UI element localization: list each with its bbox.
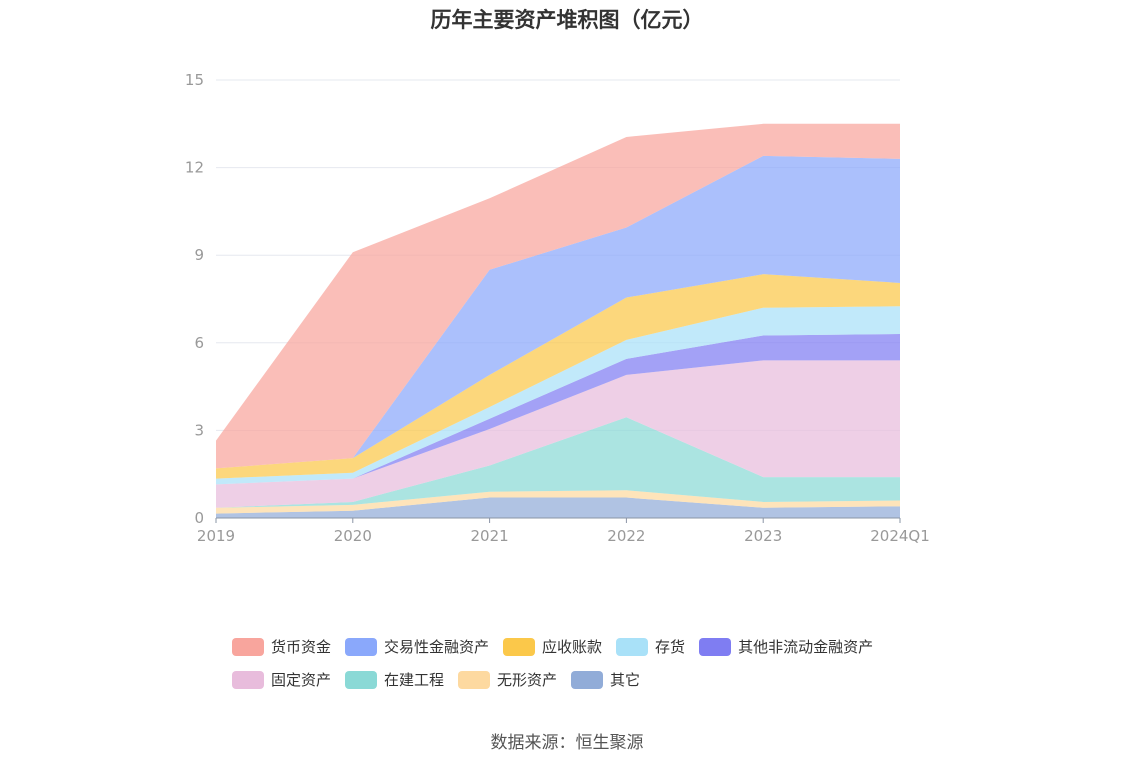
legend-item[interactable]: 无形资产 bbox=[458, 669, 557, 690]
legend-item[interactable]: 货币资金 bbox=[232, 636, 331, 657]
legend-label: 货币资金 bbox=[271, 638, 332, 656]
x-tick-label: 2019 bbox=[197, 527, 235, 545]
area-货币资金 bbox=[216, 123, 900, 469]
legend-item[interactable]: 交易性金融资产 bbox=[345, 636, 489, 657]
data-source: 数据来源：恒生聚源 bbox=[490, 733, 644, 753]
y-tick-label: 15 bbox=[185, 71, 204, 89]
y-tick-label: 0 bbox=[194, 509, 204, 527]
legend-item[interactable]: 固定资产 bbox=[232, 669, 331, 690]
y-tick-label: 6 bbox=[194, 334, 204, 352]
legend-label: 在建工程 bbox=[384, 671, 445, 689]
legend-swatch bbox=[345, 637, 378, 656]
legend-swatch bbox=[699, 637, 732, 656]
legend-item[interactable]: 其它 bbox=[571, 669, 640, 690]
legend-swatch bbox=[232, 637, 264, 656]
legend-label: 固定资产 bbox=[271, 671, 332, 689]
legend-row: 货币资金 交易性金融资产 应收账款 存货 其他非流动金融资产 bbox=[232, 630, 932, 663]
legend-label: 无形资产 bbox=[497, 671, 558, 689]
legend-item[interactable]: 在建工程 bbox=[345, 669, 444, 690]
x-tick-label: 2020 bbox=[334, 527, 372, 545]
legend-swatch bbox=[458, 670, 491, 689]
x-tick-label: 2021 bbox=[471, 527, 509, 545]
y-tick-label: 9 bbox=[194, 246, 204, 264]
legend-swatch bbox=[232, 670, 264, 689]
legend-item[interactable]: 应收账款 bbox=[503, 636, 602, 657]
legend: 货币资金 交易性金融资产 应收账款 存货 其他非流动金融资产 固定资产 在建工程 无形资产 其… bbox=[232, 630, 932, 696]
legend-label: 交易性金融资产 bbox=[384, 638, 490, 656]
legend-label: 其它 bbox=[610, 671, 641, 689]
area-固定资产 bbox=[216, 360, 900, 508]
legend-label: 应收账款 bbox=[542, 638, 603, 656]
area-其它 bbox=[216, 497, 900, 518]
x-tick-label: 2023 bbox=[744, 527, 782, 545]
legend-label: 存货 bbox=[655, 638, 686, 656]
legend-item[interactable]: 存货 bbox=[616, 636, 685, 657]
x-tick-label: 2022 bbox=[607, 527, 645, 545]
legend-swatch bbox=[616, 637, 649, 656]
legend-item[interactable]: 其他非流动金融资产 bbox=[699, 636, 873, 657]
stacked-area-chart: 0 3 6 9 12 15 2019 2020 2021 2022 2023 2024Q1 bbox=[185, 71, 930, 545]
axes: 0 3 6 9 12 15 2019 2020 2021 2022 2023 2024Q1 bbox=[185, 71, 930, 545]
legend-swatch bbox=[571, 670, 604, 689]
area-在建工程 bbox=[216, 417, 900, 508]
x-tick-label: 2024Q1 bbox=[870, 527, 930, 545]
legend-row: 固定资产 在建工程 无形资产 其它 bbox=[232, 663, 932, 696]
legend-swatch bbox=[503, 637, 536, 656]
area-交易性金融资产 bbox=[216, 155, 900, 469]
legend-swatch bbox=[345, 670, 378, 689]
area-series bbox=[216, 123, 900, 518]
area-其他非流动金融资产 bbox=[216, 334, 900, 485]
y-tick-label: 12 bbox=[185, 159, 204, 177]
area-存货 bbox=[216, 306, 900, 485]
chart-title: 历年主要资产堆积图（亿元） bbox=[430, 8, 704, 32]
legend-label: 其他非流动金融资产 bbox=[738, 638, 874, 656]
y-tick-label: 3 bbox=[194, 421, 204, 439]
area-应收账款 bbox=[216, 274, 900, 479]
